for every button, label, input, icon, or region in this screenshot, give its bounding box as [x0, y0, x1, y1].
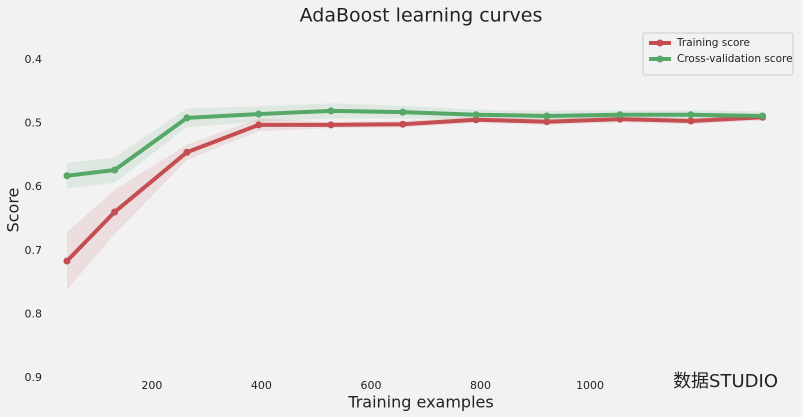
watermark: 数据STUDIO	[673, 371, 778, 392]
point	[183, 114, 191, 122]
point	[255, 121, 263, 129]
point	[399, 120, 407, 128]
point	[183, 148, 191, 156]
x-tick-label: 800	[470, 379, 491, 392]
point	[327, 121, 335, 129]
point	[543, 112, 551, 120]
std-band	[66, 103, 763, 189]
point	[616, 111, 624, 119]
y-tick-label: 0.4	[25, 53, 43, 66]
point	[472, 111, 480, 119]
point	[687, 111, 695, 119]
x-axis-label: Training examples	[347, 393, 493, 412]
legend-label: Cross-validation score	[677, 53, 793, 65]
x-tick-label: 200	[141, 379, 162, 392]
point	[687, 117, 695, 125]
point	[111, 166, 119, 174]
legend-box	[642, 32, 794, 76]
point	[399, 108, 407, 116]
point	[759, 112, 767, 120]
point	[63, 172, 71, 180]
point	[472, 116, 480, 124]
y-tick-label: 0.9	[25, 371, 43, 384]
chart-title: AdaBoost learning curves	[300, 5, 543, 27]
point	[255, 110, 263, 118]
y-tick-label: 0.5	[25, 117, 43, 130]
legend-marker	[656, 55, 664, 63]
point	[111, 208, 119, 216]
x-tick-label: 1000	[576, 379, 604, 392]
point	[543, 118, 551, 126]
legend-label: Training score	[676, 37, 750, 49]
point	[327, 107, 335, 115]
point	[63, 257, 71, 265]
y-tick-label: 0.6	[25, 180, 43, 193]
legend-marker	[656, 39, 664, 47]
x-tick-label: 400	[251, 379, 272, 392]
y-tick-label: 0.8	[25, 307, 43, 320]
y-axis-label: Score	[4, 188, 23, 233]
y-tick-label: 0.7	[25, 244, 43, 257]
x-tick-label: 600	[360, 379, 381, 392]
